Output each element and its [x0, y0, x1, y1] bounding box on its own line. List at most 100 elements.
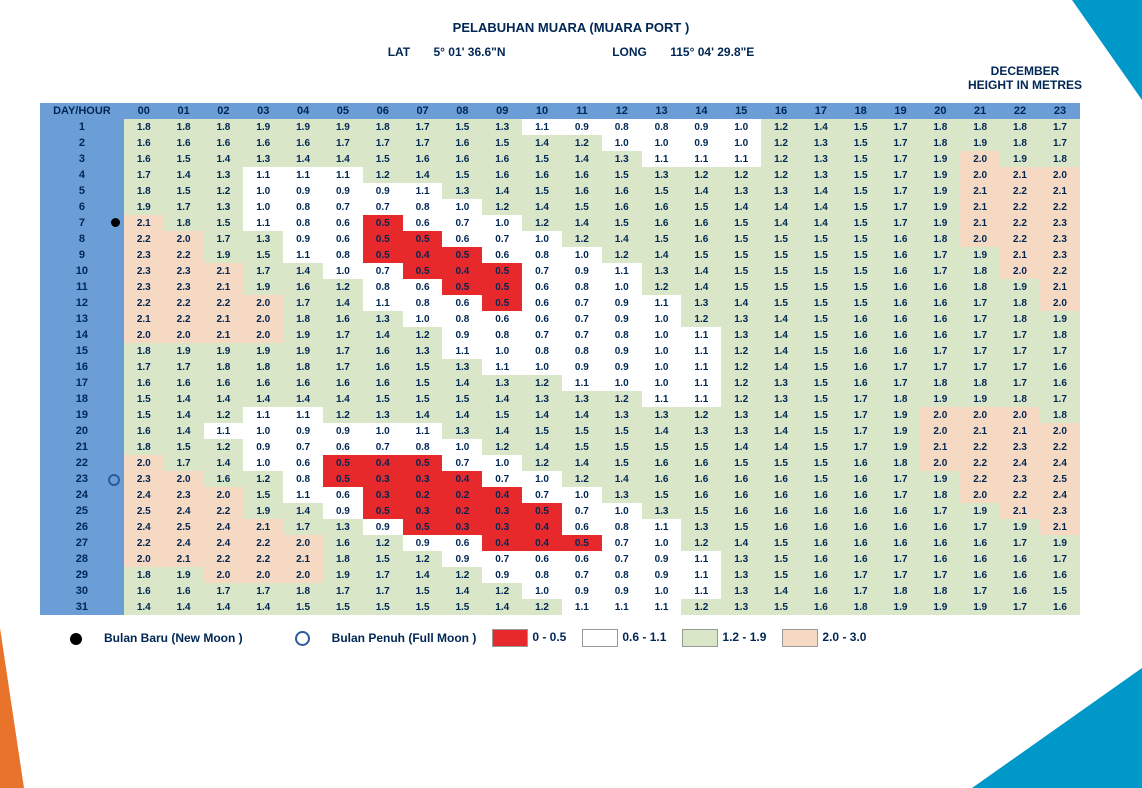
tide-cell: 1.5	[363, 151, 403, 167]
tide-cell: 1.2	[403, 551, 443, 567]
tide-cell: 1.3	[243, 151, 283, 167]
tide-cell: 0.6	[442, 231, 482, 247]
tide-cell: 1.6	[642, 199, 682, 215]
tide-cell: 1.2	[721, 359, 761, 375]
tide-cell: 1.4	[761, 359, 801, 375]
tide-cell: 2.3	[1040, 247, 1080, 263]
tide-cell: 1.4	[164, 391, 204, 407]
hour-header: 16	[761, 103, 801, 119]
tide-cell: 2.5	[164, 519, 204, 535]
tide-cell: 1.3	[681, 423, 721, 439]
tide-cell: 0.4	[442, 263, 482, 279]
tide-cell: 1.8	[841, 599, 881, 615]
tide-cell: 1.2	[482, 199, 522, 215]
tide-cell: 1.0	[442, 199, 482, 215]
tide-cell: 2.1	[124, 311, 164, 327]
tide-cell: 1.7	[1000, 375, 1040, 391]
tide-cell: 1.0	[642, 375, 682, 391]
tide-cell: 1.3	[642, 167, 682, 183]
tide-cell: 0.7	[442, 455, 482, 471]
tide-cell: 1.6	[960, 551, 1000, 567]
tide-cell: 0.9	[562, 359, 602, 375]
day-cell: 24	[40, 487, 124, 503]
tide-cell: 1.5	[681, 199, 721, 215]
tide-cell: 1.4	[442, 583, 482, 599]
tide-table: DAY/HOUR00010203040506070809101112131415…	[40, 103, 1080, 615]
day-cell: 14	[40, 327, 124, 343]
tide-cell: 1.4	[562, 215, 602, 231]
tide-cell: 1.1	[642, 519, 682, 535]
tide-cell: 1.3	[801, 135, 841, 151]
tide-cell: 1.6	[801, 535, 841, 551]
tide-cell: 1.5	[841, 199, 881, 215]
tide-cell: 1.6	[881, 311, 921, 327]
tide-cell: 2.1	[124, 215, 164, 231]
tide-cell: 1.6	[761, 503, 801, 519]
tide-cell: 1.4	[801, 215, 841, 231]
tide-cell: 1.4	[801, 119, 841, 135]
day-cell: 31	[40, 599, 124, 615]
tide-cell: 2.2	[164, 295, 204, 311]
tide-cell: 1.2	[761, 119, 801, 135]
tide-cell: 1.0	[602, 375, 642, 391]
tide-cell: 2.2	[124, 295, 164, 311]
day-cell: 23	[40, 471, 124, 487]
tide-cell: 1.0	[522, 471, 562, 487]
tide-cell: 1.4	[323, 295, 363, 311]
tide-cell: 1.2	[204, 439, 244, 455]
tide-cell: 1.5	[841, 215, 881, 231]
tide-cell: 0.6	[403, 215, 443, 231]
hour-header: 10	[522, 103, 562, 119]
tide-cell: 0.8	[442, 311, 482, 327]
full-moon-marker	[108, 474, 120, 486]
tide-cell: 1.5	[841, 183, 881, 199]
tide-cell: 1.4	[164, 423, 204, 439]
tide-cell: 1.7	[841, 391, 881, 407]
tide-cell: 1.4	[204, 455, 244, 471]
tide-cell: 1.6	[841, 455, 881, 471]
tide-cell: 1.8	[243, 359, 283, 375]
tide-cell: 1.8	[283, 359, 323, 375]
hour-header: 22	[1000, 103, 1040, 119]
tide-cell: 1.2	[323, 279, 363, 295]
day-cell: 5	[40, 183, 124, 199]
tide-cell: 1.6	[841, 551, 881, 567]
tide-cell: 1.6	[881, 503, 921, 519]
tide-cell: 1.4	[283, 263, 323, 279]
tide-cell: 0.6	[403, 279, 443, 295]
tide-cell: 1.6	[363, 375, 403, 391]
tide-cell: 1.1	[204, 423, 244, 439]
tide-cell: 1.7	[841, 407, 881, 423]
tide-cell: 1.2	[761, 167, 801, 183]
tide-cell: 1.4	[522, 135, 562, 151]
tide-cell: 1.3	[442, 183, 482, 199]
tide-cell: 1.8	[1000, 119, 1040, 135]
tide-cell: 1.6	[1040, 375, 1080, 391]
tide-cell: 1.3	[482, 119, 522, 135]
tide-cell: 1.2	[681, 311, 721, 327]
tide-cell: 1.4	[681, 183, 721, 199]
tide-cell: 1.7	[363, 567, 403, 583]
tide-cell: 1.2	[243, 471, 283, 487]
tide-cell: 1.6	[841, 487, 881, 503]
tide-cell: 1.9	[920, 199, 960, 215]
tide-cell: 1.4	[442, 375, 482, 391]
tide-cell: 1.4	[482, 423, 522, 439]
tide-cell: 2.0	[960, 151, 1000, 167]
tide-cell: 1.6	[920, 311, 960, 327]
tide-cell: 1.2	[562, 471, 602, 487]
tide-cell: 1.3	[761, 375, 801, 391]
tide-cell: 0.5	[442, 279, 482, 295]
tide-cell: 1.4	[761, 423, 801, 439]
tide-cell: 2.2	[204, 295, 244, 311]
tide-cell: 0.6	[522, 311, 562, 327]
page-title: PELABUHAN MUARA (MUARA PORT )	[40, 20, 1102, 35]
tide-cell: 0.9	[323, 423, 363, 439]
tide-cell: 1.7	[1040, 391, 1080, 407]
tide-cell: 1.6	[881, 343, 921, 359]
tide-cell: 1.1	[681, 327, 721, 343]
tide-cell: 1.5	[801, 407, 841, 423]
tide-cell: 2.4	[164, 503, 204, 519]
tide-cell: 0.2	[403, 487, 443, 503]
tide-cell: 1.3	[403, 343, 443, 359]
